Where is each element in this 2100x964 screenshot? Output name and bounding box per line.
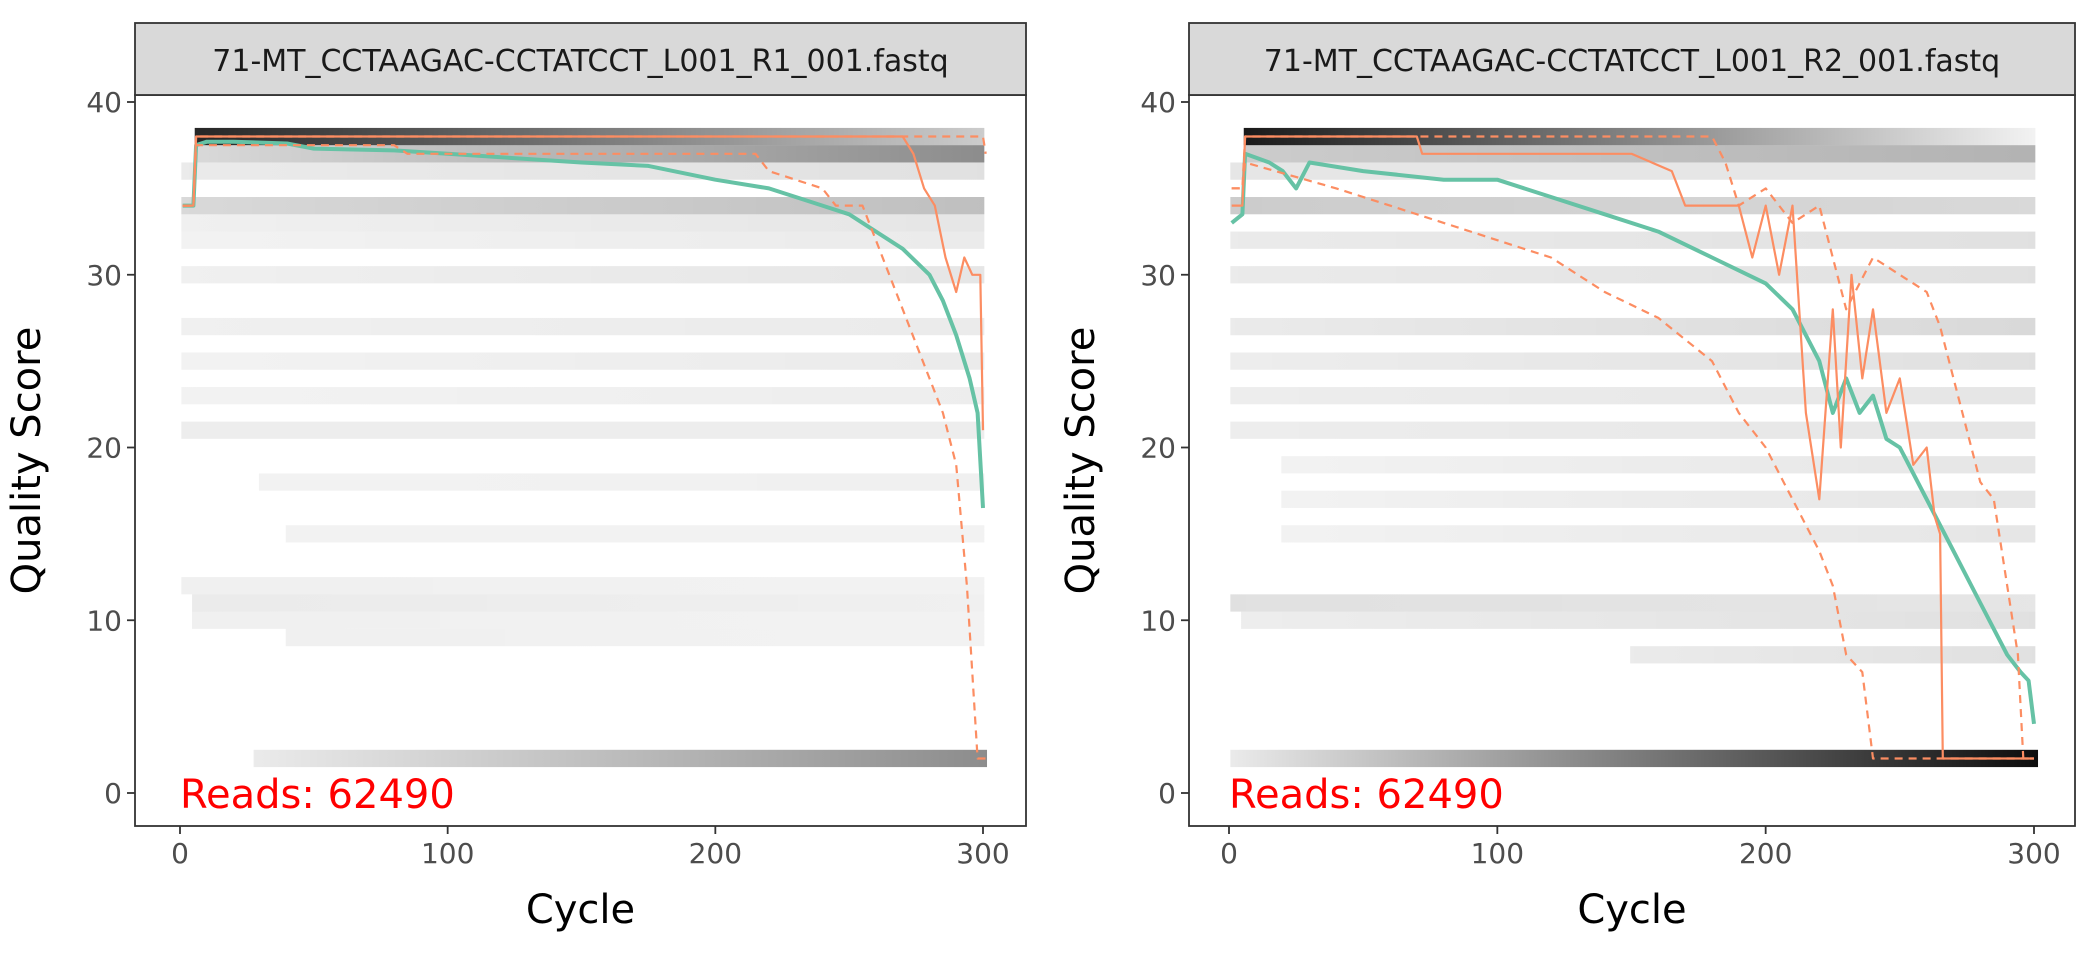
y-tick-label: 10 — [86, 604, 122, 637]
heatmap-band-q18 — [258, 473, 985, 491]
x-tick-label: 200 — [689, 837, 742, 870]
facet-panel-2: 71-MT_CCTAAGAC-CCTATCCT_L001_R2_001.fast… — [1058, 22, 2076, 933]
heatmap-band-q10 — [1241, 611, 2036, 629]
facet-panel-1: 71-MT_CCTAAGAC-CCTATCCT_L001_R1_001.fast… — [4, 22, 1027, 933]
heatmap-band-q30 — [181, 266, 985, 284]
heatmap-band-q11 — [192, 594, 985, 612]
y-tick-label: 20 — [86, 432, 122, 465]
y-axis-title: Quality Score — [4, 327, 50, 595]
y-tick-label: 0 — [1158, 777, 1176, 810]
x-tick-label: 100 — [421, 837, 474, 870]
heatmap-band-q34 — [181, 197, 985, 215]
series-line-median — [182, 135, 985, 431]
x-tick-label: 300 — [2007, 837, 2060, 870]
heatmap — [1230, 127, 2039, 768]
y-axis-title: Quality Score — [1058, 327, 1104, 595]
series-line-q75 — [1231, 135, 2034, 760]
heatmap-band-q8 — [1630, 646, 2036, 664]
heatmap-band-q19 — [1281, 456, 2036, 474]
x-tick-label: 200 — [1739, 837, 1792, 870]
heatmap-band-q21 — [1230, 421, 2036, 439]
reads-count-annotation: Reads: 62490 — [1229, 772, 1504, 818]
heatmap-band-q23 — [181, 387, 985, 405]
series-line-mean — [182, 139, 985, 509]
heatmap-band-q36 — [181, 162, 985, 180]
series-line-median — [1231, 135, 2034, 760]
y-tick-label: 40 — [86, 86, 122, 119]
heatmap-band-q15 — [285, 525, 985, 543]
facet-strip — [134, 22, 1027, 96]
heatmap-band-q34 — [1230, 197, 2036, 215]
heatmap-band-q23 — [1230, 387, 2036, 405]
heatmap-band-q25 — [181, 352, 985, 370]
lines — [1230, 135, 2036, 760]
lines — [182, 135, 987, 760]
heatmap-band-q9 — [285, 628, 985, 647]
y-tick-label: 0 — [104, 777, 122, 810]
x-tick-label: 0 — [1220, 837, 1238, 870]
series-line-q25 — [182, 144, 986, 760]
heatmap-band-q25 — [1230, 352, 2036, 370]
facet-strip-title: 71-MT_CCTAAGAC-CCTATCCT_L001_R2_001.fast… — [1264, 44, 2000, 79]
heatmap-band-q10 — [192, 611, 985, 629]
heatmap-band-q30 — [1230, 266, 2036, 284]
x-tick-label: 0 — [171, 837, 189, 870]
heatmap-band-q33 — [181, 214, 985, 232]
y-tick-label: 40 — [1140, 86, 1176, 119]
heatmap-band-q37 — [1243, 145, 2036, 163]
heatmap-band-q32 — [1230, 231, 2036, 249]
heatmap-band-q12 — [181, 577, 985, 595]
x-tick-label: 100 — [1471, 837, 1524, 870]
heatmap-band-q2 — [253, 749, 988, 768]
heatmap-band-q32 — [181, 231, 985, 249]
facet-strip-title: 71-MT_CCTAAGAC-CCTATCCT_L001_R1_001.fast… — [212, 44, 948, 79]
x-axis-title: Cycle — [1577, 887, 1686, 933]
series-line-q75 — [182, 135, 987, 207]
heatmap-band-q27 — [1230, 317, 2036, 336]
heatmap-band-q11 — [1230, 594, 2036, 612]
reads-count-annotation: Reads: 62490 — [180, 772, 455, 818]
x-axis-title: Cycle — [526, 887, 635, 933]
x-tick-label: 300 — [956, 837, 1009, 870]
heatmap-band-q27 — [181, 317, 985, 336]
heatmap-band-q15 — [1281, 525, 2036, 543]
y-tick-label: 30 — [86, 259, 122, 292]
heatmap-band-q2 — [1230, 749, 2039, 768]
heatmap-band-q38 — [1243, 127, 2036, 146]
heatmap-band-q17 — [1281, 490, 2036, 508]
series-line-q25 — [1231, 161, 2034, 760]
y-tick-label: 20 — [1140, 432, 1176, 465]
heatmap-band-q21 — [181, 421, 985, 439]
y-tick-label: 10 — [1140, 604, 1176, 637]
heatmap-band-q36 — [1230, 162, 2036, 180]
facet-strip — [1188, 22, 2076, 96]
y-tick-label: 30 — [1140, 259, 1176, 292]
